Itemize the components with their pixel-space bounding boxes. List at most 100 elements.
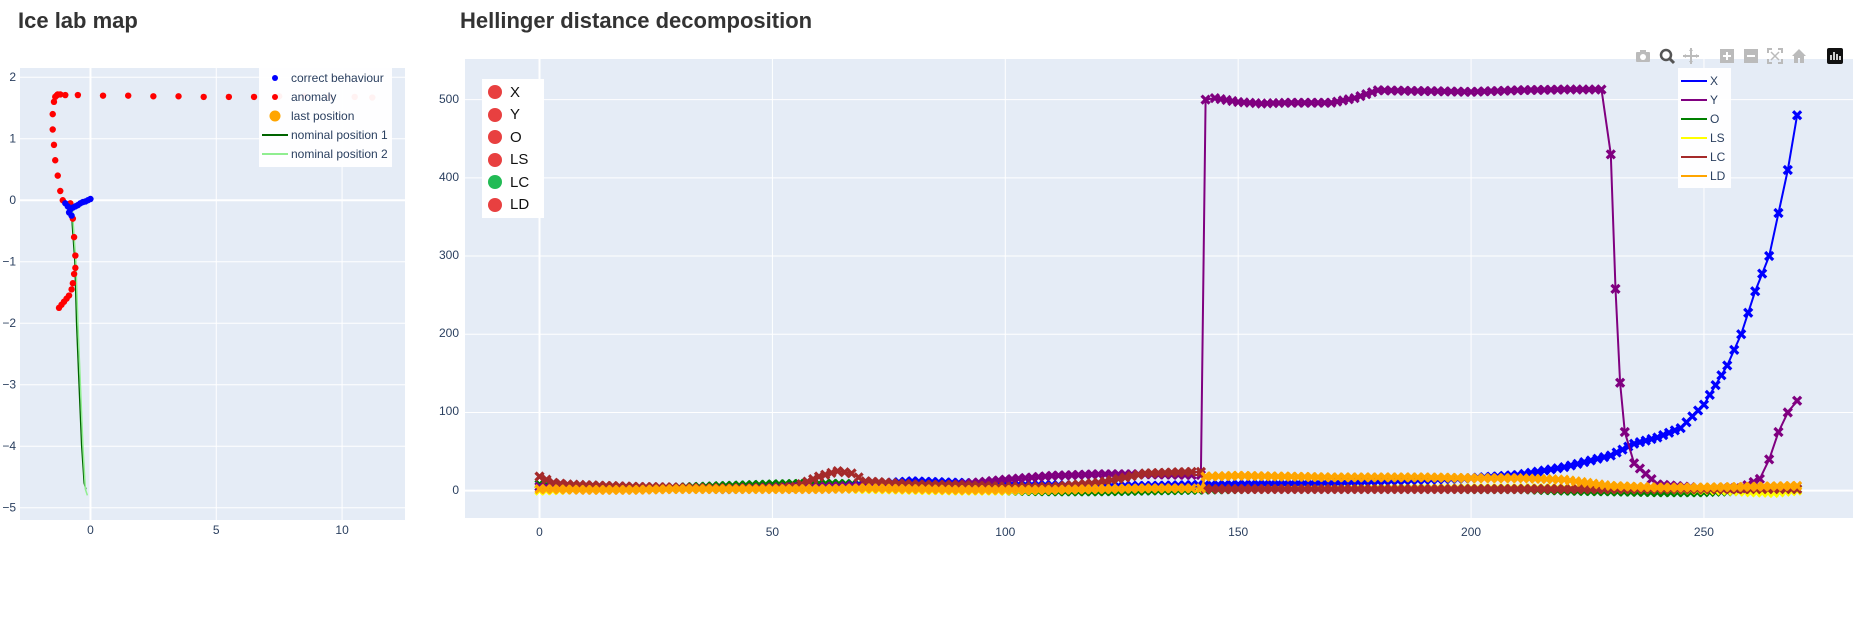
hellinger-y-tick-label: 200	[438, 326, 459, 341]
hellinger-point-x	[1658, 429, 1669, 441]
line-swatch-icon	[1678, 117, 1710, 121]
hellinger-point-x	[1782, 164, 1793, 176]
zoom-icon[interactable]	[1657, 46, 1677, 66]
hellinger-point-lc	[808, 473, 819, 485]
camera-icon[interactable]	[1633, 46, 1653, 66]
status-item-ld: LD	[482, 194, 544, 217]
hellinger-title: Hellinger distance decomposition	[460, 8, 813, 33]
hellinger-legend-label: Y	[1710, 92, 1719, 107]
dot-swatch-icon	[259, 71, 291, 85]
hellinger-legend-item-y[interactable]: Y	[1678, 90, 1725, 109]
reset-axes-icon[interactable]	[1789, 46, 1809, 66]
map-point-anomaly	[57, 187, 64, 195]
hellinger-point-x	[1565, 460, 1577, 471]
hellinger-legend-label: LS	[1710, 130, 1725, 145]
map-legend-item-anomaly[interactable]: anomaly	[259, 87, 388, 106]
hellinger-point-lc	[534, 471, 545, 482]
hellinger-point-ld	[1791, 480, 1803, 492]
map-legend-item-correct-behaviour[interactable]: correct behaviour	[259, 68, 388, 87]
hellinger-y-tick-label: 300	[438, 248, 459, 263]
map-point-anomaly	[55, 304, 63, 312]
map-y-tick-label: 1	[9, 132, 16, 146]
status-dot-icon	[488, 107, 502, 122]
hellinger-point-y	[1764, 454, 1775, 465]
hellinger-legend-item-ls[interactable]: LS	[1678, 128, 1725, 147]
map-legend-label: last position	[291, 108, 355, 123]
hellinger-point-x	[1579, 457, 1590, 468]
autoscale-icon[interactable]	[1765, 46, 1785, 66]
map-legend-item-nominal-position-2[interactable]: nominal position 2	[259, 144, 388, 163]
hellinger-point-x	[1729, 344, 1740, 356]
hellinger-chart[interactable]: 0 50 100 150 200 250 X Y O LS LC LD	[455, 40, 1855, 638]
hellinger-point-lc	[802, 476, 813, 487]
hellinger-legend-label: X	[1710, 73, 1719, 88]
hellinger-plot-area[interactable]	[465, 59, 1853, 518]
status-item-lc: LC	[482, 171, 544, 194]
hellinger-y-tick-label: 500	[438, 91, 459, 106]
hellinger-point-x	[1617, 444, 1628, 455]
map-legend: correct behaviour anomaly last position nom…	[259, 64, 392, 167]
plotly-logo-icon[interactable]	[1825, 46, 1845, 66]
hellinger-point-x	[1585, 455, 1596, 466]
status-item-x: X	[482, 81, 544, 104]
hellinger-y-tick-label: 0	[452, 482, 459, 497]
ice-lab-map-chart[interactable]: 0 5 10 2 1 0 −1 −2 −3 −4 −5 correct behaviour anoma…	[0, 40, 420, 638]
zoom-out-icon[interactable]	[1741, 46, 1761, 66]
status-dot-icon	[488, 130, 502, 145]
status-item-y: Y	[482, 104, 544, 127]
map-y-tick-label: −3	[2, 378, 16, 392]
status-dot-icon	[488, 85, 502, 100]
map-legend-item-last-position[interactable]: last position	[259, 106, 388, 125]
line-swatch-icon	[1678, 155, 1710, 159]
hellinger-point-lc	[846, 468, 857, 479]
map-point-anomaly	[69, 280, 77, 287]
map-point-anomaly	[70, 270, 78, 278]
hellinger-point-x	[1592, 453, 1603, 464]
map-point-correct-behaviour	[68, 212, 75, 219]
hellinger-point-x	[1663, 427, 1675, 438]
hellinger-point-lc	[813, 471, 825, 482]
line-swatch-icon	[259, 152, 291, 156]
hellinger-point-lc	[832, 465, 843, 477]
hellinger-point-y	[1596, 84, 1607, 95]
hellinger-y-tick-label: 100	[438, 404, 459, 419]
hellinger-point-x	[1559, 462, 1570, 473]
map-legend-item-nominal-position-1[interactable]: nominal position 1	[259, 125, 388, 144]
hellinger-point-y	[1782, 407, 1793, 418]
hellinger-point-y	[1754, 473, 1765, 485]
hellinger-point-lc	[541, 474, 552, 485]
hellinger-point-x	[1704, 389, 1715, 400]
hellinger-legend-label: LC	[1710, 149, 1726, 164]
hellinger-point-x	[1773, 207, 1784, 219]
map-point-anomaly	[99, 92, 107, 99]
map-point-anomaly	[68, 286, 75, 293]
hellinger-point-ld	[1195, 483, 1207, 494]
hellinger-legend-item-o[interactable]: O	[1678, 109, 1725, 128]
map-y-tick-label: −1	[2, 255, 16, 269]
hellinger-legend-item-x[interactable]: X	[1678, 71, 1725, 90]
hellinger-point-x	[1722, 360, 1733, 371]
hellinger-point-x	[1764, 250, 1775, 262]
map-y-tick-label: 0	[9, 193, 16, 207]
hellinger-legend-item-lc[interactable]: LC	[1678, 147, 1725, 166]
hellinger-x-tick-label: 250	[1694, 525, 1714, 539]
hellinger-point-x	[1652, 432, 1663, 443]
hellinger-point-x	[1710, 379, 1721, 391]
hellinger-legend-item-ld[interactable]: LD	[1678, 166, 1725, 185]
map-series-nominal-position-2	[71, 203, 89, 496]
hellinger-point-x	[1669, 425, 1680, 436]
pan-icon[interactable]	[1681, 46, 1701, 66]
map-y-tick-label: −4	[2, 439, 16, 453]
map-x-tick-label: 5	[213, 523, 220, 537]
hellinger-point-y	[1610, 283, 1621, 295]
hellinger-point-y	[1614, 377, 1626, 388]
hellinger-x-tick-label: 0	[536, 525, 543, 539]
hellinger-point-lc	[820, 469, 831, 480]
zoom-in-icon[interactable]	[1717, 46, 1737, 66]
hellinger-point-x	[1750, 286, 1761, 297]
hellinger-point-x	[1791, 110, 1803, 121]
status-label: LC	[510, 173, 530, 191]
hellinger-point-x	[1572, 458, 1583, 469]
hellinger-point-y	[1791, 395, 1803, 406]
hellinger-legend: X Y O LS LC LD	[1678, 68, 1732, 188]
